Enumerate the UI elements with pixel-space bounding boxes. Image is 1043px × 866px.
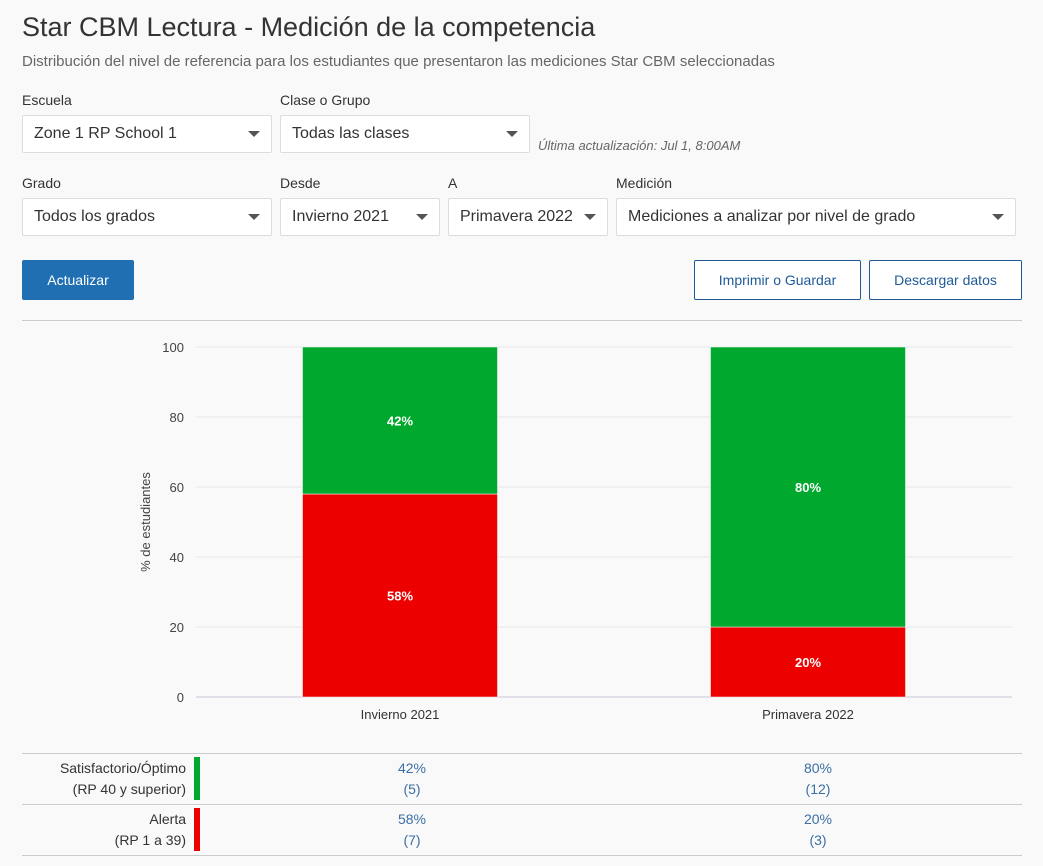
cell-percent: 80% <box>803 760 833 776</box>
table-cell: 42% (5) <box>352 758 472 800</box>
grade-label: Grado <box>22 175 61 191</box>
print-save-button[interactable]: Imprimir o Guardar <box>694 260 861 300</box>
bar-data-label: 58% <box>387 589 413 604</box>
table-cell: 80% (12) <box>758 758 878 800</box>
cell-count: (7) <box>403 832 421 848</box>
school-select-value: Zone 1 RP School 1 <box>34 125 177 142</box>
y-tick-label: 60 <box>170 480 184 495</box>
class-select-value: Todas las clases <box>292 125 410 142</box>
table-top-divider <box>22 753 1022 754</box>
cell-percent: 20% <box>803 811 833 827</box>
y-tick-label: 80 <box>170 410 184 425</box>
x-tick-label: Invierno 2021 <box>361 707 440 722</box>
row-label-title: Satisfactorio/Óptimo <box>59 760 186 776</box>
bar-data-label: 20% <box>795 655 821 670</box>
to-select-value: Primavera 2022 <box>460 208 573 225</box>
table-row-divider <box>22 804 1022 805</box>
class-label: Clase o Grupo <box>280 92 371 108</box>
red-swatch <box>194 808 200 851</box>
y-axis-label: % de estudiantes <box>138 472 153 572</box>
cell-percent: 58% <box>397 811 427 827</box>
school-label: Escuela <box>22 92 72 108</box>
caret-down-icon <box>506 131 518 137</box>
school-select[interactable]: Zone 1 RP School 1 <box>22 115 272 153</box>
class-select[interactable]: Todas las clases <box>280 115 530 153</box>
bar-segment <box>302 346 498 495</box>
from-label: Desde <box>280 175 321 191</box>
bar-segment <box>710 346 906 628</box>
page-title: Star CBM Lectura - Medición de la compet… <box>22 12 596 42</box>
update-button[interactable]: Actualizar <box>22 260 134 300</box>
y-tick-label: 20 <box>170 620 184 635</box>
from-select[interactable]: Invierno 2021 <box>280 198 440 236</box>
table-row: Satisfactorio/Óptimo (RP 40 y superior) … <box>22 753 1022 804</box>
table-row: Alerta (RP 1 a 39) 58% (7) 20% (3) <box>22 804 1022 855</box>
row-label-range: (RP 1 a 39) <box>114 832 186 848</box>
stacked-bar-chart: 0 20 40 60 80 100 % de estudiantes 58% 42% Invier… <box>138 340 1012 722</box>
bar-segment <box>302 493 498 698</box>
download-data-button[interactable]: Descargar datos <box>869 260 1022 300</box>
grade-select[interactable]: Todos los grados <box>22 198 272 236</box>
row-label: Alerta (RP 1 a 39) <box>115 809 186 851</box>
cell-count: (5) <box>403 781 421 797</box>
row-label: Satisfactorio/Óptimo (RP 40 y superior) <box>60 758 186 800</box>
table-cell: 20% (3) <box>758 809 878 851</box>
caret-down-icon <box>248 131 260 137</box>
x-tick-label: Primavera 2022 <box>762 707 854 722</box>
caret-down-icon <box>992 214 1004 220</box>
bar-data-label: 42% <box>387 414 413 429</box>
page-subtitle: Distribución del nivel de referencia par… <box>22 53 775 70</box>
caret-down-icon <box>416 214 428 220</box>
caret-down-icon <box>248 214 260 220</box>
to-select[interactable]: Primavera 2022 <box>448 198 608 236</box>
row-label-range: (RP 40 y superior) <box>72 781 186 797</box>
cell-count: (3) <box>809 832 827 848</box>
caret-down-icon <box>584 214 596 220</box>
row-label-title: Alerta <box>149 811 186 827</box>
measure-label: Medición <box>616 175 673 191</box>
last-updated: Última actualización: Jul 1, 8:00AM <box>538 138 741 153</box>
y-tick-label: 100 <box>162 340 184 355</box>
cell-percent: 42% <box>397 760 427 776</box>
chart-top-divider <box>22 320 1022 321</box>
table-cell: 58% (7) <box>352 809 472 851</box>
y-tick-label: 40 <box>170 550 184 565</box>
measure-select-value: Mediciones a analizar por nivel de grado <box>628 208 916 225</box>
measure-select[interactable]: Mediciones a analizar por nivel de grado <box>616 198 1016 236</box>
cell-count: (12) <box>805 781 831 797</box>
bar-data-label: 80% <box>795 480 821 495</box>
to-label: A <box>448 175 458 191</box>
grade-select-value: Todos los grados <box>34 208 155 225</box>
from-select-value: Invierno 2021 <box>292 208 389 225</box>
y-tick-label: 0 <box>177 690 184 705</box>
table-bottom-divider <box>22 855 1022 856</box>
green-swatch <box>194 757 200 800</box>
bar-segment <box>710 626 906 698</box>
